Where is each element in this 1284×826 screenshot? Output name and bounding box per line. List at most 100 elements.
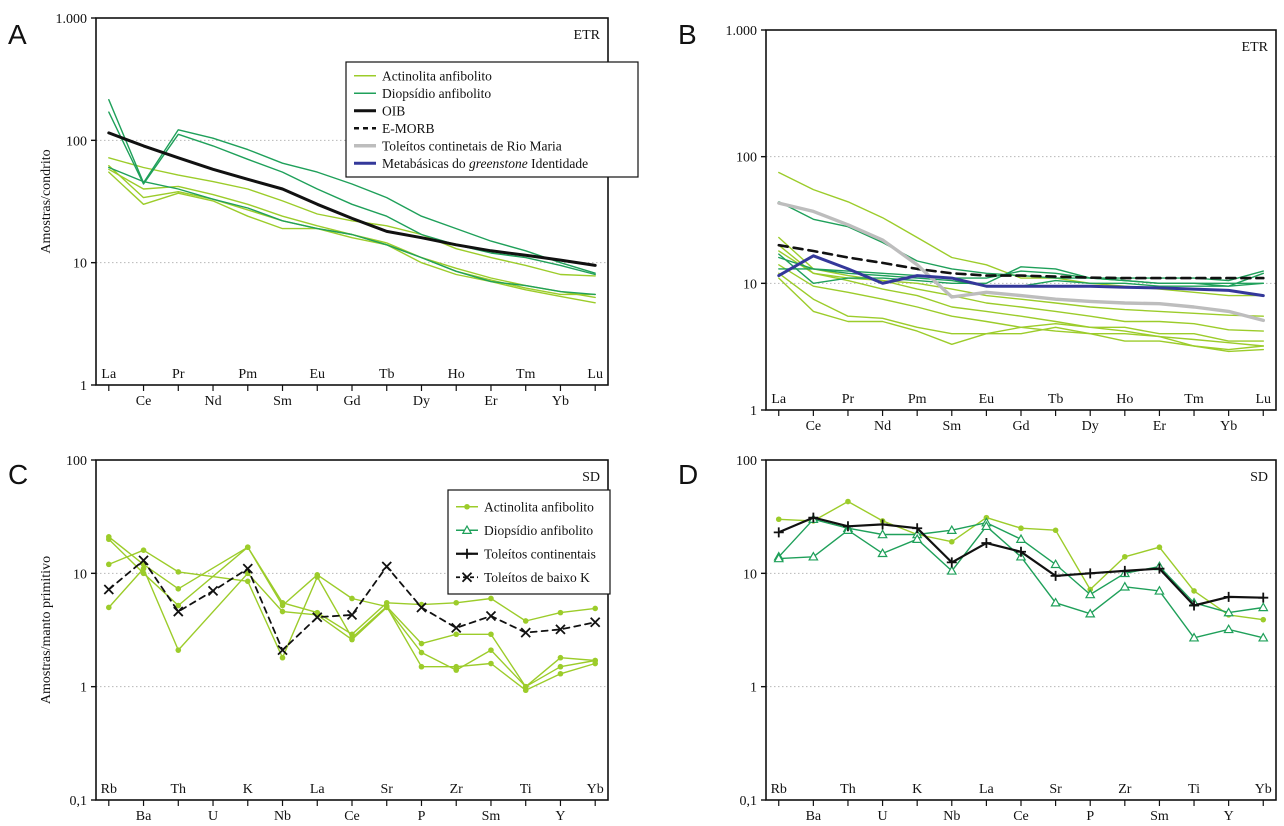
panel-letter: A [8,19,27,50]
data-point-actinolita_mk [349,595,355,602]
data-point-actinolita_mk [279,608,286,615]
series-line-actinolita [108,168,596,299]
data-point-baixo_k [451,622,462,634]
data-point-toleitos [981,538,992,549]
data-point-actinolita_mk [592,657,598,664]
legend-marker-diopsidio_mk [461,524,473,535]
series-group [103,534,601,694]
data-point-diopsidio_mk [946,524,958,534]
x-tick-label: Sm [482,809,501,824]
data-point-actinolita_mk [175,647,182,653]
series-line-actinolita [778,277,1265,351]
legend: Actinolita anfibolito Diopsídio anfibolit… [345,61,639,178]
x-tick-label: Dy [1082,419,1099,434]
x-tick-label: Ba [806,809,822,824]
series-line-actinolita [108,164,596,296]
data-point-diopsidio_mk [773,553,784,563]
series-line-identidade [777,254,1265,298]
x-tick-label: Ce [806,419,822,434]
panel-tag: ETR [574,28,601,43]
series-line-actinolita [778,244,1265,342]
data-point-actinolita_mk [522,683,529,690]
data-point-toleitos [1154,563,1165,574]
y-tick-label: 100 [736,151,757,166]
x-tick-label: Eu [979,392,995,407]
chart-panel-a: A 1 10 100 1.000 La Pr Pm Eu Tb Ho Tm Lu Ce Nd Sm Gd Dy Er… [8,12,639,409]
series-line-rio_maria [777,201,1266,323]
data-point-actinolita_mk [948,538,955,545]
data-point-baixo_k [520,627,531,638]
data-point-actinolita_mk [557,654,564,661]
series-line-diopsidio_mk [778,525,1265,639]
x-tick-label: Lu [1255,392,1271,407]
data-point-actinolita_mk [775,516,782,523]
x-tick-label: Yb [587,782,604,797]
chart-panel-d: D 0,1 1 10 100 Rb Th K La Sr Zr Ti Yb Ba U Nb Ce P Sm Y SD [678,454,1277,824]
x-tick-label: La [771,392,787,407]
x-tick-label: K [912,782,922,797]
data-point-toleitos [1119,565,1130,576]
data-point-actinolita_mk [383,604,390,611]
data-point-actinolita_mk [1191,588,1197,594]
data-point-diopsidio_mk [1050,597,1061,607]
data-point-baixo_k [207,585,219,597]
x-tick-label: Yb [552,394,569,409]
data-point-toleitos [773,527,784,538]
data-point-diopsidio_mk [808,551,819,561]
x-tick-label: Lu [587,367,603,382]
x-tick-label: Er [484,394,498,409]
y-tick-label: 100 [736,454,757,469]
data-point-actinolita_mk [106,604,112,611]
x-tick-label: Pr [842,392,855,407]
data-point-actinolita_mk [1052,527,1059,534]
data-point-baixo_k [485,610,497,622]
data-point-diopsidio_mk [1015,533,1027,543]
plot-frame [765,459,1277,801]
x-tick-label: U [208,809,218,824]
y-tick-label: 1 [80,681,87,696]
x-tick-label: Sm [942,419,961,434]
data-point-actinolita_mk [557,670,564,677]
data-point-actinolita_mk [1018,525,1024,532]
y-axis-label: Amostras/manto primitivo [39,556,54,704]
data-point-actinolita_mk [557,663,564,670]
x-tick-label: K [243,782,253,797]
x-tick-label: Sr [1049,782,1062,797]
x-tick-label: Zr [450,782,464,797]
legend-label: Toleítos continetais de Rio Maria [382,138,562,153]
data-point-baixo_k [173,606,184,617]
data-point-actinolita_mk [557,609,564,616]
chart-panel-c: C 0,1 1 10 100 Rb Th K La Sr Zr Ti Yb Ba U Nb Ce P Sm Y Amos… [8,454,611,824]
data-point-toleitos [1016,546,1026,557]
y-tick-label: 1 [80,379,87,394]
data-point-toleitos [1085,568,1096,579]
panel-tag: SD [1250,470,1268,485]
data-point-toleitos [877,519,888,530]
y-tick-label: 100 [66,454,87,469]
x-tick-label: La [310,782,326,797]
x-tick-label: Ce [136,394,152,409]
data-point-actinolita_mk [279,654,286,661]
panel-letter: D [678,459,698,490]
x-tick-label: Y [1224,809,1234,824]
x-tick-label: Ho [448,367,465,382]
series-line-diopsidio [778,268,1265,284]
x-tick-label: Gd [1012,419,1029,434]
x-tick-label: Sm [273,394,292,409]
y-axis-label: Amostras/condrito [39,149,54,253]
data-point-toleitos [1258,592,1269,603]
legend-label: Toleítos continentais [484,546,596,561]
data-point-actinolita_mk [418,649,425,656]
panel-letter: C [8,459,28,490]
series-line-actinolita [778,250,1265,317]
data-point-actinolita_mk [349,636,355,643]
y-tick-label: 1 [750,404,757,419]
legend-label: Actinolita anfibolito [484,499,594,514]
data-point-diopsidio_mk [1258,602,1269,612]
y-tick-label: 0,1 [70,794,88,809]
data-point-actinolita_mk [418,663,425,670]
y-tick-label: 1.000 [726,24,758,39]
data-point-toleitos [1050,570,1061,581]
panel-tag: ETR [1242,40,1269,55]
